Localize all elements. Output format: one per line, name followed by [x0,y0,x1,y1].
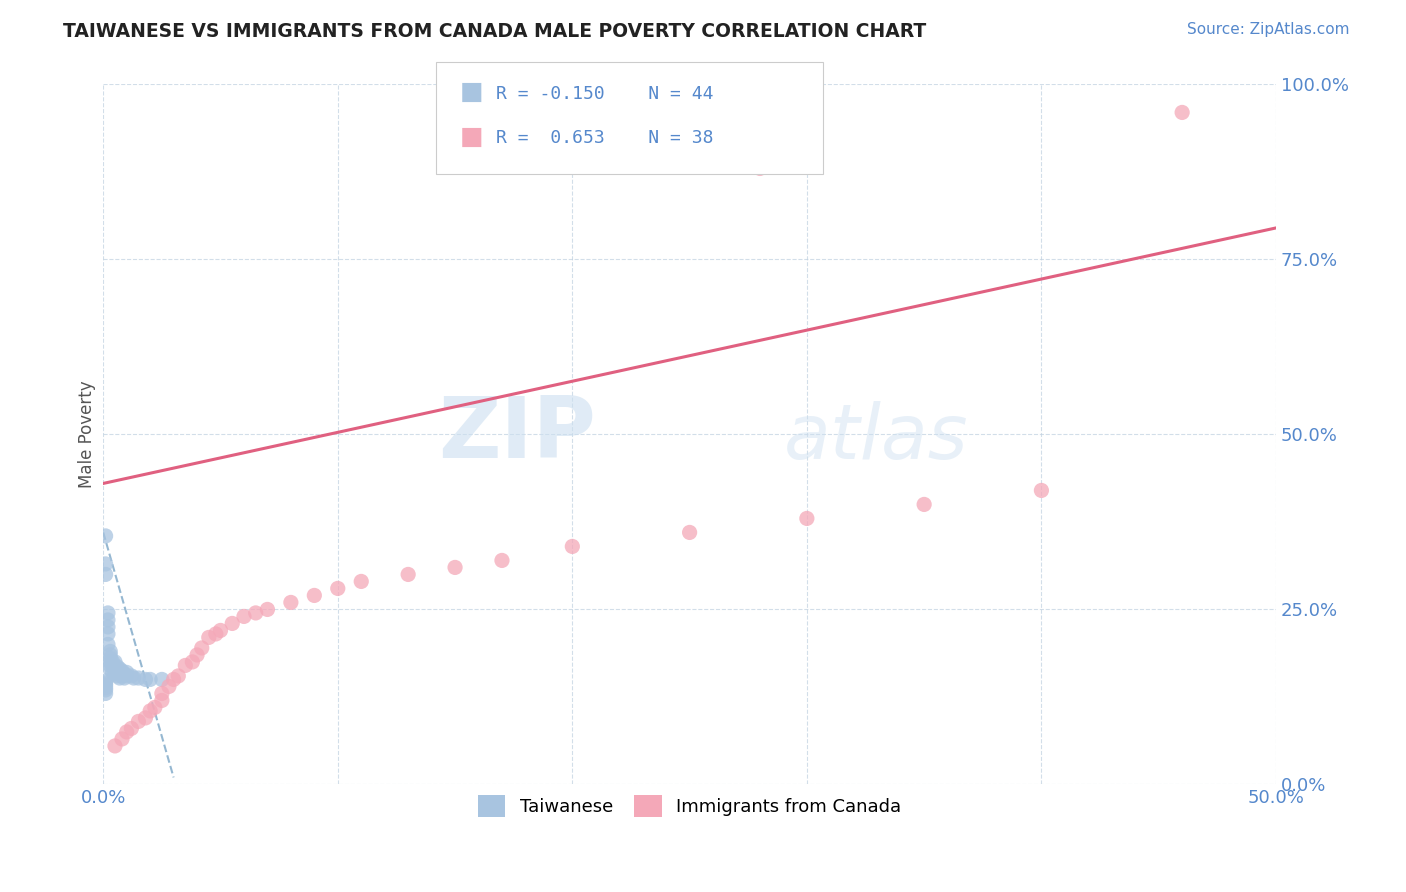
Point [157,680,180,694]
Point [111,669,134,683]
Point [112,671,135,685]
Point [326,582,349,596]
Point [491,553,513,567]
Point [233,609,256,624]
Point [97,637,120,651]
Point [167,669,190,683]
Text: Source: ZipAtlas.com: Source: ZipAtlas.com [1187,22,1350,37]
Point [280,595,302,609]
Point [104,655,127,669]
Point [120,722,142,736]
Point [749,161,772,176]
Text: TAIWANESE VS IMMIGRANTS FROM CANADA MALE POVERTY CORRELATION CHART: TAIWANESE VS IMMIGRANTS FROM CANADA MALE… [63,22,927,41]
Text: ■: ■ [460,80,484,103]
Point [115,665,138,680]
Point [105,669,128,683]
Point [1171,105,1194,120]
Point [94,676,117,690]
Point [190,640,212,655]
Point [150,693,173,707]
Text: R = -0.150    N = 44: R = -0.150 N = 44 [496,85,714,103]
Point [221,616,243,631]
Point [678,525,700,540]
Point [134,673,156,687]
Point [912,498,935,512]
Point [186,648,208,662]
Point [104,662,127,676]
Point [98,651,121,665]
Point [205,627,228,641]
Point [94,673,117,688]
Point [122,671,145,685]
Point [97,606,120,620]
Point [197,631,219,645]
Point [561,540,583,554]
Point [444,560,467,574]
Point [139,673,162,687]
Point [304,589,326,603]
Point [101,658,124,673]
Point [108,662,131,676]
Point [350,574,373,589]
Text: ■: ■ [460,125,484,148]
Point [98,644,121,658]
Point [111,731,134,746]
Point [115,669,138,683]
Point [104,666,127,681]
Point [796,511,818,525]
Point [94,529,117,543]
Point [134,711,156,725]
Point [209,624,232,638]
Y-axis label: Male Poverty: Male Poverty [79,381,96,488]
Point [97,613,120,627]
Point [98,658,121,673]
Point [108,666,131,681]
Point [104,739,127,753]
Point [97,627,120,641]
Point [120,669,142,683]
Point [256,602,278,616]
Point [150,673,173,687]
Point [127,671,149,685]
Point [174,658,197,673]
Point [112,666,135,681]
Text: atlas: atlas [783,401,967,475]
Point [127,714,149,729]
Point [115,725,138,739]
Point [1031,483,1053,498]
Point [94,678,117,692]
Text: ZIP: ZIP [439,393,596,476]
Point [94,681,117,695]
Point [98,648,121,662]
Point [101,665,124,680]
Point [139,704,162,718]
Point [111,664,134,678]
Point [97,620,120,634]
Point [108,671,131,685]
Point [94,557,117,571]
Legend: Taiwanese, Immigrants from Canada: Taiwanese, Immigrants from Canada [471,788,908,824]
Point [98,655,121,669]
Point [105,660,128,674]
Point [162,673,184,687]
Point [105,665,128,680]
Point [143,700,166,714]
Point [150,686,173,700]
Point [98,662,121,676]
Point [101,655,124,669]
Point [181,655,204,669]
Point [94,567,117,582]
Point [396,567,419,582]
Text: R =  0.653    N = 38: R = 0.653 N = 38 [496,129,714,147]
Point [94,682,117,697]
Point [245,606,267,620]
Point [94,686,117,700]
